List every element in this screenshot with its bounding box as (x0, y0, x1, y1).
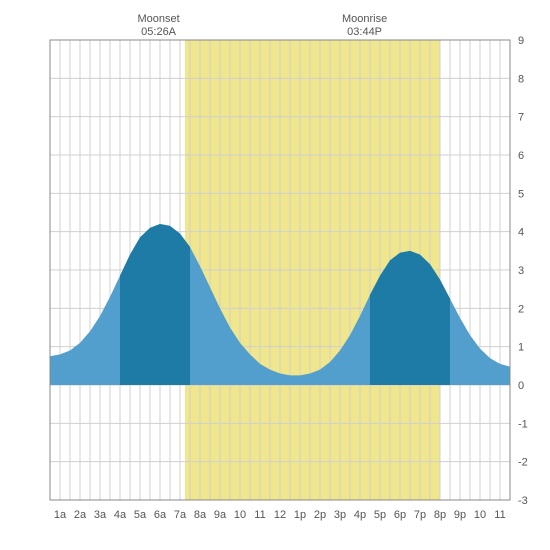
x-tick-label: 7p (414, 509, 426, 521)
header-title: Moonrise (342, 13, 387, 25)
header-value: 05:26A (141, 26, 177, 38)
chart-svg: -3-2-101234567891a2a3a4a5a6a7a8a9a101112… (10, 10, 540, 540)
y-tick-label: 6 (518, 150, 524, 162)
y-tick-label: -1 (518, 418, 528, 430)
x-tick-label: 10 (474, 509, 486, 521)
y-tick-label: 9 (518, 35, 524, 47)
y-tick-label: 5 (518, 188, 524, 200)
x-tick-label: 8a (194, 509, 207, 521)
y-tick-label: 2 (518, 303, 524, 315)
x-tick-label: 5a (134, 509, 147, 521)
y-tick-label: 1 (518, 342, 524, 354)
x-tick-label: 4p (354, 509, 366, 521)
x-tick-label: 2a (74, 509, 87, 521)
header-title: Moonset (137, 13, 179, 25)
x-tick-label: 3p (334, 509, 346, 521)
x-tick-label: 6p (394, 509, 406, 521)
y-tick-label: 3 (518, 265, 524, 277)
x-tick-label: 6a (154, 509, 167, 521)
x-tick-label: 1a (54, 509, 67, 521)
x-tick-label: 11 (494, 509, 505, 521)
y-tick-label: 4 (518, 227, 524, 239)
y-tick-label: -2 (518, 457, 528, 469)
header-value: 03:44P (347, 26, 382, 38)
x-tick-label: 9p (454, 509, 466, 521)
x-tick-label: 12 (274, 509, 286, 521)
x-tick-label: 7a (174, 509, 187, 521)
x-tick-label: 11 (254, 509, 265, 521)
x-tick-label: 3a (94, 509, 107, 521)
tide-chart: -3-2-101234567891a2a3a4a5a6a7a8a9a101112… (10, 10, 540, 540)
x-tick-label: 4a (114, 509, 127, 521)
y-tick-label: 7 (518, 112, 524, 124)
y-tick-label: -3 (518, 495, 528, 507)
x-tick-label: 8p (434, 509, 446, 521)
x-tick-label: 9a (214, 509, 227, 521)
y-tick-label: 0 (518, 380, 524, 392)
x-tick-label: 5p (374, 509, 386, 521)
y-tick-label: 8 (518, 73, 524, 85)
x-tick-label: 2p (314, 509, 326, 521)
x-tick-label: 10 (234, 509, 246, 521)
x-tick-label: 1p (294, 509, 306, 521)
